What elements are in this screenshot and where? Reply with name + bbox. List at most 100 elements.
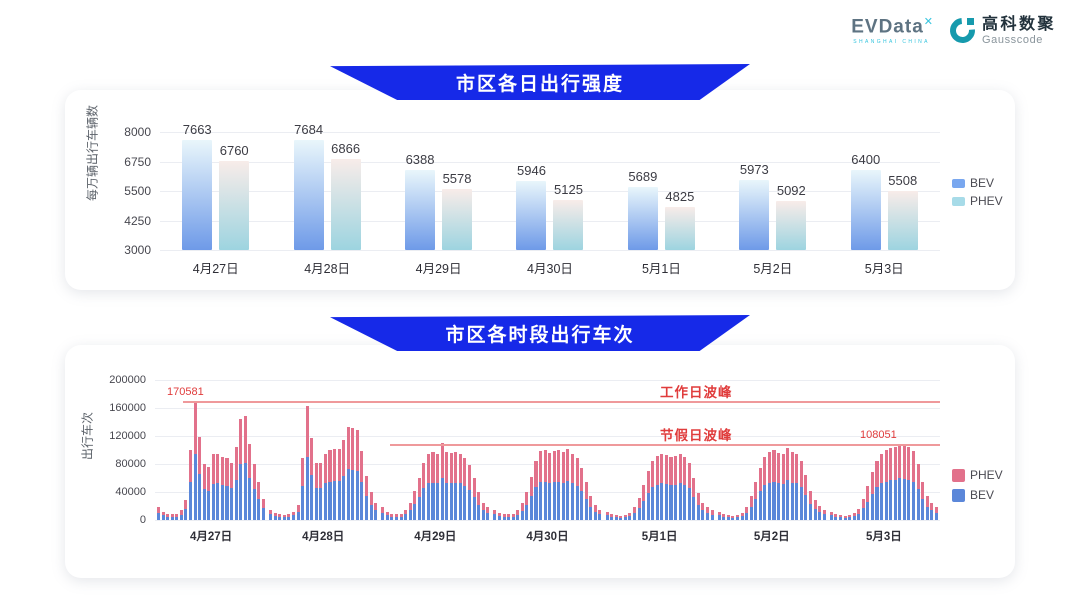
- phev-segment: [301, 458, 305, 487]
- hour-bar: [440, 443, 444, 520]
- phev-segment: [175, 513, 179, 517]
- hour-bar: [930, 502, 934, 520]
- phev-segment: [804, 474, 808, 495]
- chart1-bar-group: 5689 4825: [606, 132, 717, 250]
- hour-bar: [795, 453, 799, 520]
- bev-segment: [651, 487, 655, 520]
- chart1-y-tick-label: 5500: [124, 184, 151, 198]
- hour-bar: [884, 450, 888, 520]
- bev-segment: [516, 514, 520, 520]
- hour-bar: [916, 464, 920, 520]
- phev-segment: [561, 452, 565, 483]
- bev-segment: [243, 463, 247, 520]
- chart2-gridline: [155, 380, 940, 381]
- phev-segment: [623, 515, 627, 518]
- hour-bar: [646, 471, 650, 520]
- phev-segment: [323, 453, 327, 484]
- bev-segment: [278, 516, 282, 520]
- phev-segment: [758, 467, 762, 492]
- legend-item-bev[interactable]: BEV: [952, 176, 1003, 190]
- phev-segment: [829, 511, 833, 516]
- legend-item-phev[interactable]: PHEV: [952, 194, 1003, 208]
- phev-segment: [198, 436, 202, 475]
- bev-segment: [374, 510, 378, 520]
- phev-segment: [570, 453, 575, 484]
- chart1-gridline: [160, 191, 940, 192]
- phev-segment: [252, 464, 256, 490]
- bev-segment: [449, 483, 453, 520]
- hour-bar: [754, 481, 758, 520]
- bev-segment: [589, 506, 593, 520]
- chart2-day-group: [828, 380, 940, 520]
- phev-segment: [911, 451, 916, 483]
- bev-segment: [481, 510, 485, 520]
- hour-bar: [337, 448, 341, 520]
- phev-segment: [754, 481, 758, 499]
- hour-bar: [502, 514, 506, 520]
- phev-segment: [696, 493, 700, 506]
- bev-segment: [525, 504, 529, 520]
- bev-segment: [790, 482, 794, 520]
- hour-bar: [726, 515, 730, 520]
- phev-segment: [726, 515, 730, 518]
- hour-bar: [534, 460, 538, 520]
- hour-bar: [198, 436, 202, 520]
- phev-segment: [642, 484, 646, 501]
- phev-bar: [776, 200, 807, 250]
- chart1-bar-group: 7663 6760: [160, 122, 271, 250]
- hour-bar: [889, 447, 893, 520]
- banner-hourly-trips: 市区各时段出行车次: [330, 315, 750, 351]
- bev-segment: [463, 486, 467, 520]
- bev-segment: [529, 496, 533, 520]
- bev-segment: [364, 495, 369, 520]
- hour-bar: [179, 510, 183, 520]
- chart2-x-tick-label: 4月29日: [414, 531, 457, 543]
- bev-segment: [660, 483, 664, 520]
- bev-segment: [394, 516, 399, 520]
- phev-segment: [889, 447, 893, 481]
- hour-bar: [767, 452, 771, 520]
- bev-segment: [664, 484, 668, 520]
- phev-segment: [449, 452, 453, 483]
- hour-bar: [678, 453, 682, 520]
- bev-segment: [248, 478, 252, 520]
- phev-bar: [219, 161, 250, 250]
- phev-segment: [870, 472, 874, 494]
- phev-segment: [655, 455, 659, 485]
- gausscode-logo: 高科数聚 Gausscode: [944, 13, 1056, 49]
- bev-segment: [323, 483, 327, 520]
- hour-bar: [772, 450, 776, 520]
- gausscode-ring-shape: [944, 13, 981, 49]
- hour-bar: [735, 515, 740, 520]
- bev-segment: [911, 482, 916, 520]
- phev-segment: [360, 451, 364, 483]
- hour-bar: [857, 508, 861, 520]
- phev-segment: [598, 509, 602, 515]
- hour-bar: [808, 490, 813, 520]
- hour-bar: [472, 478, 476, 520]
- hour-bar: [655, 455, 659, 520]
- bev-segment: [710, 514, 714, 520]
- hour-bar: [305, 405, 309, 520]
- bev-legend-label: BEV: [970, 488, 995, 502]
- phev-segment: [413, 490, 417, 504]
- hour-bar: [584, 481, 588, 520]
- legend-item-bev[interactable]: BEV: [952, 488, 1003, 502]
- phev-segment: [520, 503, 524, 511]
- hour-bar: [683, 457, 687, 520]
- bev-segment: [866, 501, 870, 520]
- bev-segment: [632, 513, 636, 520]
- bev-segment: [777, 483, 781, 520]
- bev-bar-wrap: 6400: [850, 152, 881, 250]
- phev-segment: [818, 506, 822, 513]
- phev-segment: [660, 453, 664, 484]
- workday-peak-value: 170581: [167, 385, 204, 398]
- bev-segment: [861, 508, 865, 520]
- phev-segment: [857, 508, 861, 514]
- hour-bar: [870, 472, 874, 520]
- bev-bar: [516, 180, 547, 250]
- bev-segment: [619, 517, 623, 520]
- legend-item-phev[interactable]: PHEV: [952, 468, 1003, 482]
- bev-segment: [754, 498, 758, 520]
- bev-segment: [692, 496, 696, 520]
